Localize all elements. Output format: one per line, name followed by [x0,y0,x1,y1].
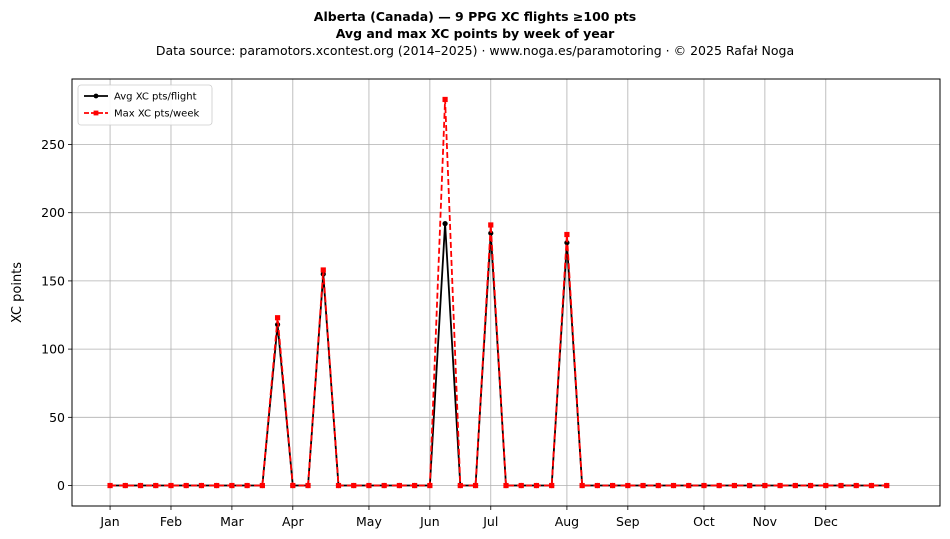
data-point-max-xc-pts-week [609,482,616,489]
legend: Avg XC pts/flight Max XC pts/week [77,84,213,126]
x-tick-label: Feb [160,514,182,529]
data-point-max-xc-pts-week [335,482,342,489]
data-point-max-xc-pts-week [122,482,128,489]
data-point-max-xc-pts-week [686,482,692,489]
data-point-max-xc-pts-week [655,482,661,489]
data-point-max-xc-pts-week [823,482,829,489]
x-tick-label: Jul [482,514,498,529]
legend-marker [93,110,99,116]
x-tick-label: May [356,514,382,529]
data-point-avg-xc-pts-flight [442,221,448,227]
chart-source-note: Data source: paramotors.xcontest.org (20… [155,43,795,58]
data-point-max-xc-pts-week [625,482,631,489]
data-point-max-xc-pts-week [868,482,875,489]
data-point-max-xc-pts-week [518,482,524,489]
ticks: Jan Feb Mar Apr May Jun Jul Aug Sep Oct Nov Dec 0 50 1… [41,137,838,529]
data-point-max-xc-pts-week [229,482,235,489]
data-point-max-xc-pts-week [259,482,265,489]
y-tick-label: 200 [41,205,65,220]
x-tick-label: Aug [555,514,579,529]
data-point-max-xc-pts-week [137,482,144,489]
data-point-max-xc-pts-week [777,482,783,489]
data-point-max-xc-pts-week [107,482,113,489]
data-point-max-xc-pts-week [579,482,585,489]
chart-title: Alberta (Canada) — 9 PPG XC flights ≥100… [313,9,637,24]
data-point-max-xc-pts-week [472,482,479,489]
x-tick-label: Dec [814,514,838,529]
data-point-max-xc-pts-week [244,482,250,489]
data-point-max-xc-pts-week [320,267,326,273]
data-point-max-xc-pts-week [274,315,281,321]
x-tick-label: Nov [753,514,778,529]
data-point-max-xc-pts-week [549,482,555,489]
y-axis-label: XC points [10,262,25,323]
data-point-max-xc-pts-week [747,482,753,489]
data-point-max-xc-pts-week [884,482,890,489]
grid [72,79,940,506]
data-point-max-xc-pts-week [183,482,189,489]
chart-subtitle: Avg and max XC points by week of year [335,26,615,41]
data-point-max-xc-pts-week [762,482,768,489]
y-tick-label: 100 [41,342,65,357]
data-point-max-xc-pts-week [594,482,600,489]
legend-label: Max XC pts/week [114,109,199,120]
y-tick-label: 250 [41,137,65,152]
plot-frame [71,78,941,507]
data-point-max-xc-pts-week [731,482,738,489]
data-point-max-xc-pts-week [381,482,387,489]
data-point-max-xc-pts-week [807,482,814,489]
data-point-max-xc-pts-week [503,482,509,489]
data-point-max-xc-pts-week [305,482,311,489]
x-tick-label: Oct [693,514,715,529]
x-tick-label: Mar [220,514,244,529]
data-point-max-xc-pts-week [533,482,540,489]
data-point-max-xc-pts-week [838,482,844,489]
data-point-max-xc-pts-week [716,482,722,489]
y-tick-label: 50 [49,410,65,425]
y-tick-label: 0 [57,478,65,493]
data-point-max-xc-pts-week [351,482,357,489]
data-point-max-xc-pts-week [214,482,220,489]
data-point-max-xc-pts-week [198,482,205,489]
x-tick-label: Apr [282,514,304,529]
data-point-max-xc-pts-week [442,96,448,103]
data-point-max-xc-pts-week [412,482,418,489]
data-point-max-xc-pts-week [168,482,174,489]
data-point-max-xc-pts-week [396,482,403,489]
data-point-max-xc-pts-week [792,482,798,489]
data-point-max-xc-pts-week [290,482,296,489]
data-point-max-xc-pts-week [670,482,677,489]
y-tick-label: 150 [41,273,65,288]
legend-marker [93,93,99,99]
series-line-max-xc-pts-week [110,98,887,487]
x-tick-label: Jan [99,514,119,529]
data-point-max-xc-pts-week [701,482,707,489]
data-point-max-xc-pts-week [153,482,159,489]
data-point-max-xc-pts-week [853,482,859,489]
data-point-max-xc-pts-week [640,482,646,489]
chart-title-block: Alberta (Canada) — 9 PPG XC flights ≥100… [0,8,950,59]
data-point-max-xc-pts-week [457,482,463,489]
x-tick-label: Sep [616,514,640,529]
legend-label: Avg XC pts/flight [114,92,197,103]
series-layer [107,96,890,489]
data-point-max-xc-pts-week [564,231,570,238]
x-tick-label: Jun [419,514,440,529]
legend-box [77,84,213,126]
data-point-max-xc-pts-week [427,482,433,489]
data-point-max-xc-pts-week [488,222,494,228]
data-point-max-xc-pts-week [366,482,372,489]
